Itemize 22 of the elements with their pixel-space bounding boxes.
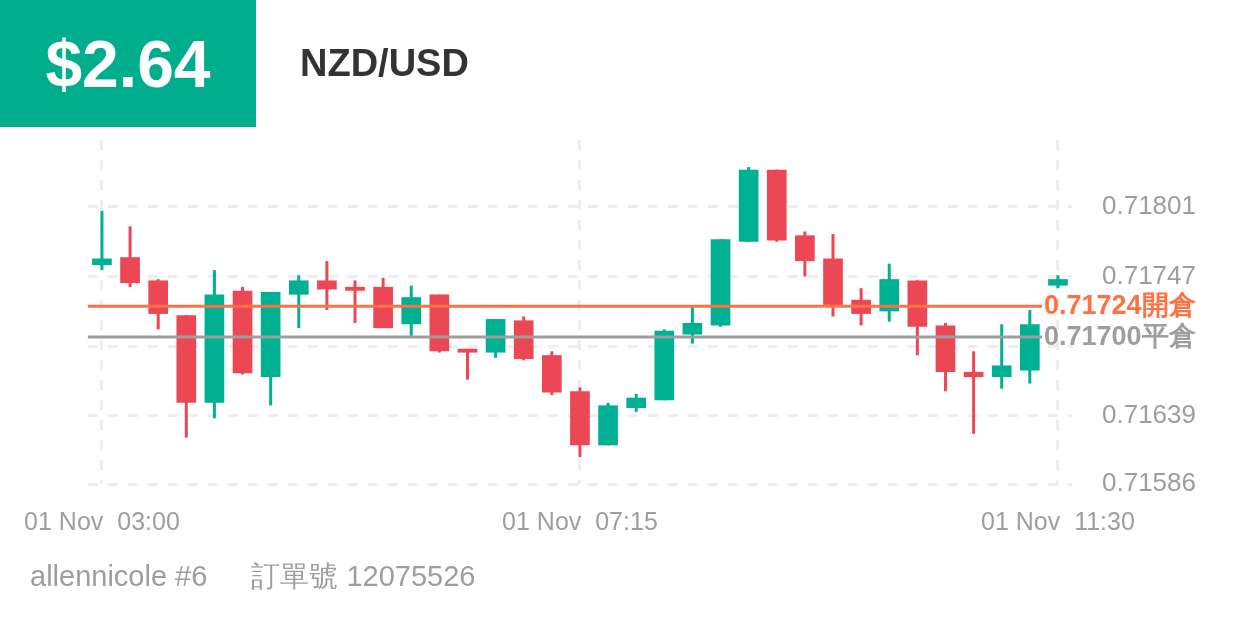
candlestick <box>457 348 478 380</box>
x-tick-label: 01 Nov 11:30 <box>981 506 1135 535</box>
candlestick <box>682 306 703 344</box>
ref-line-label: 0.71700平倉 <box>1044 320 1197 351</box>
y-tick-label: 0.71801 <box>1102 190 1196 221</box>
candlestick <box>991 324 1012 389</box>
candlestick <box>92 209 112 272</box>
text: $2.64 <box>0 0 256 127</box>
candlestick <box>317 261 337 312</box>
chart-title: NZD/USD <box>300 42 469 85</box>
candlestick <box>345 280 365 323</box>
text: allennicole #6 <box>30 560 208 592</box>
text: 訂單號 12075526 <box>251 560 476 592</box>
candlestick <box>288 275 309 330</box>
ref-line-label: 0.71724開倉 <box>1044 289 1197 320</box>
x-tick-label: 01 Nov 03:00 <box>24 506 180 535</box>
y-tick-label: 0.71586 <box>1102 467 1196 498</box>
candlestick <box>963 351 984 434</box>
y-tick-label: 0.71639 <box>1102 398 1196 429</box>
candlestick <box>626 392 647 412</box>
x-tick-label: 01 Nov 07:15 <box>502 506 658 535</box>
y-tick-label: 0.71747 <box>1102 259 1196 290</box>
